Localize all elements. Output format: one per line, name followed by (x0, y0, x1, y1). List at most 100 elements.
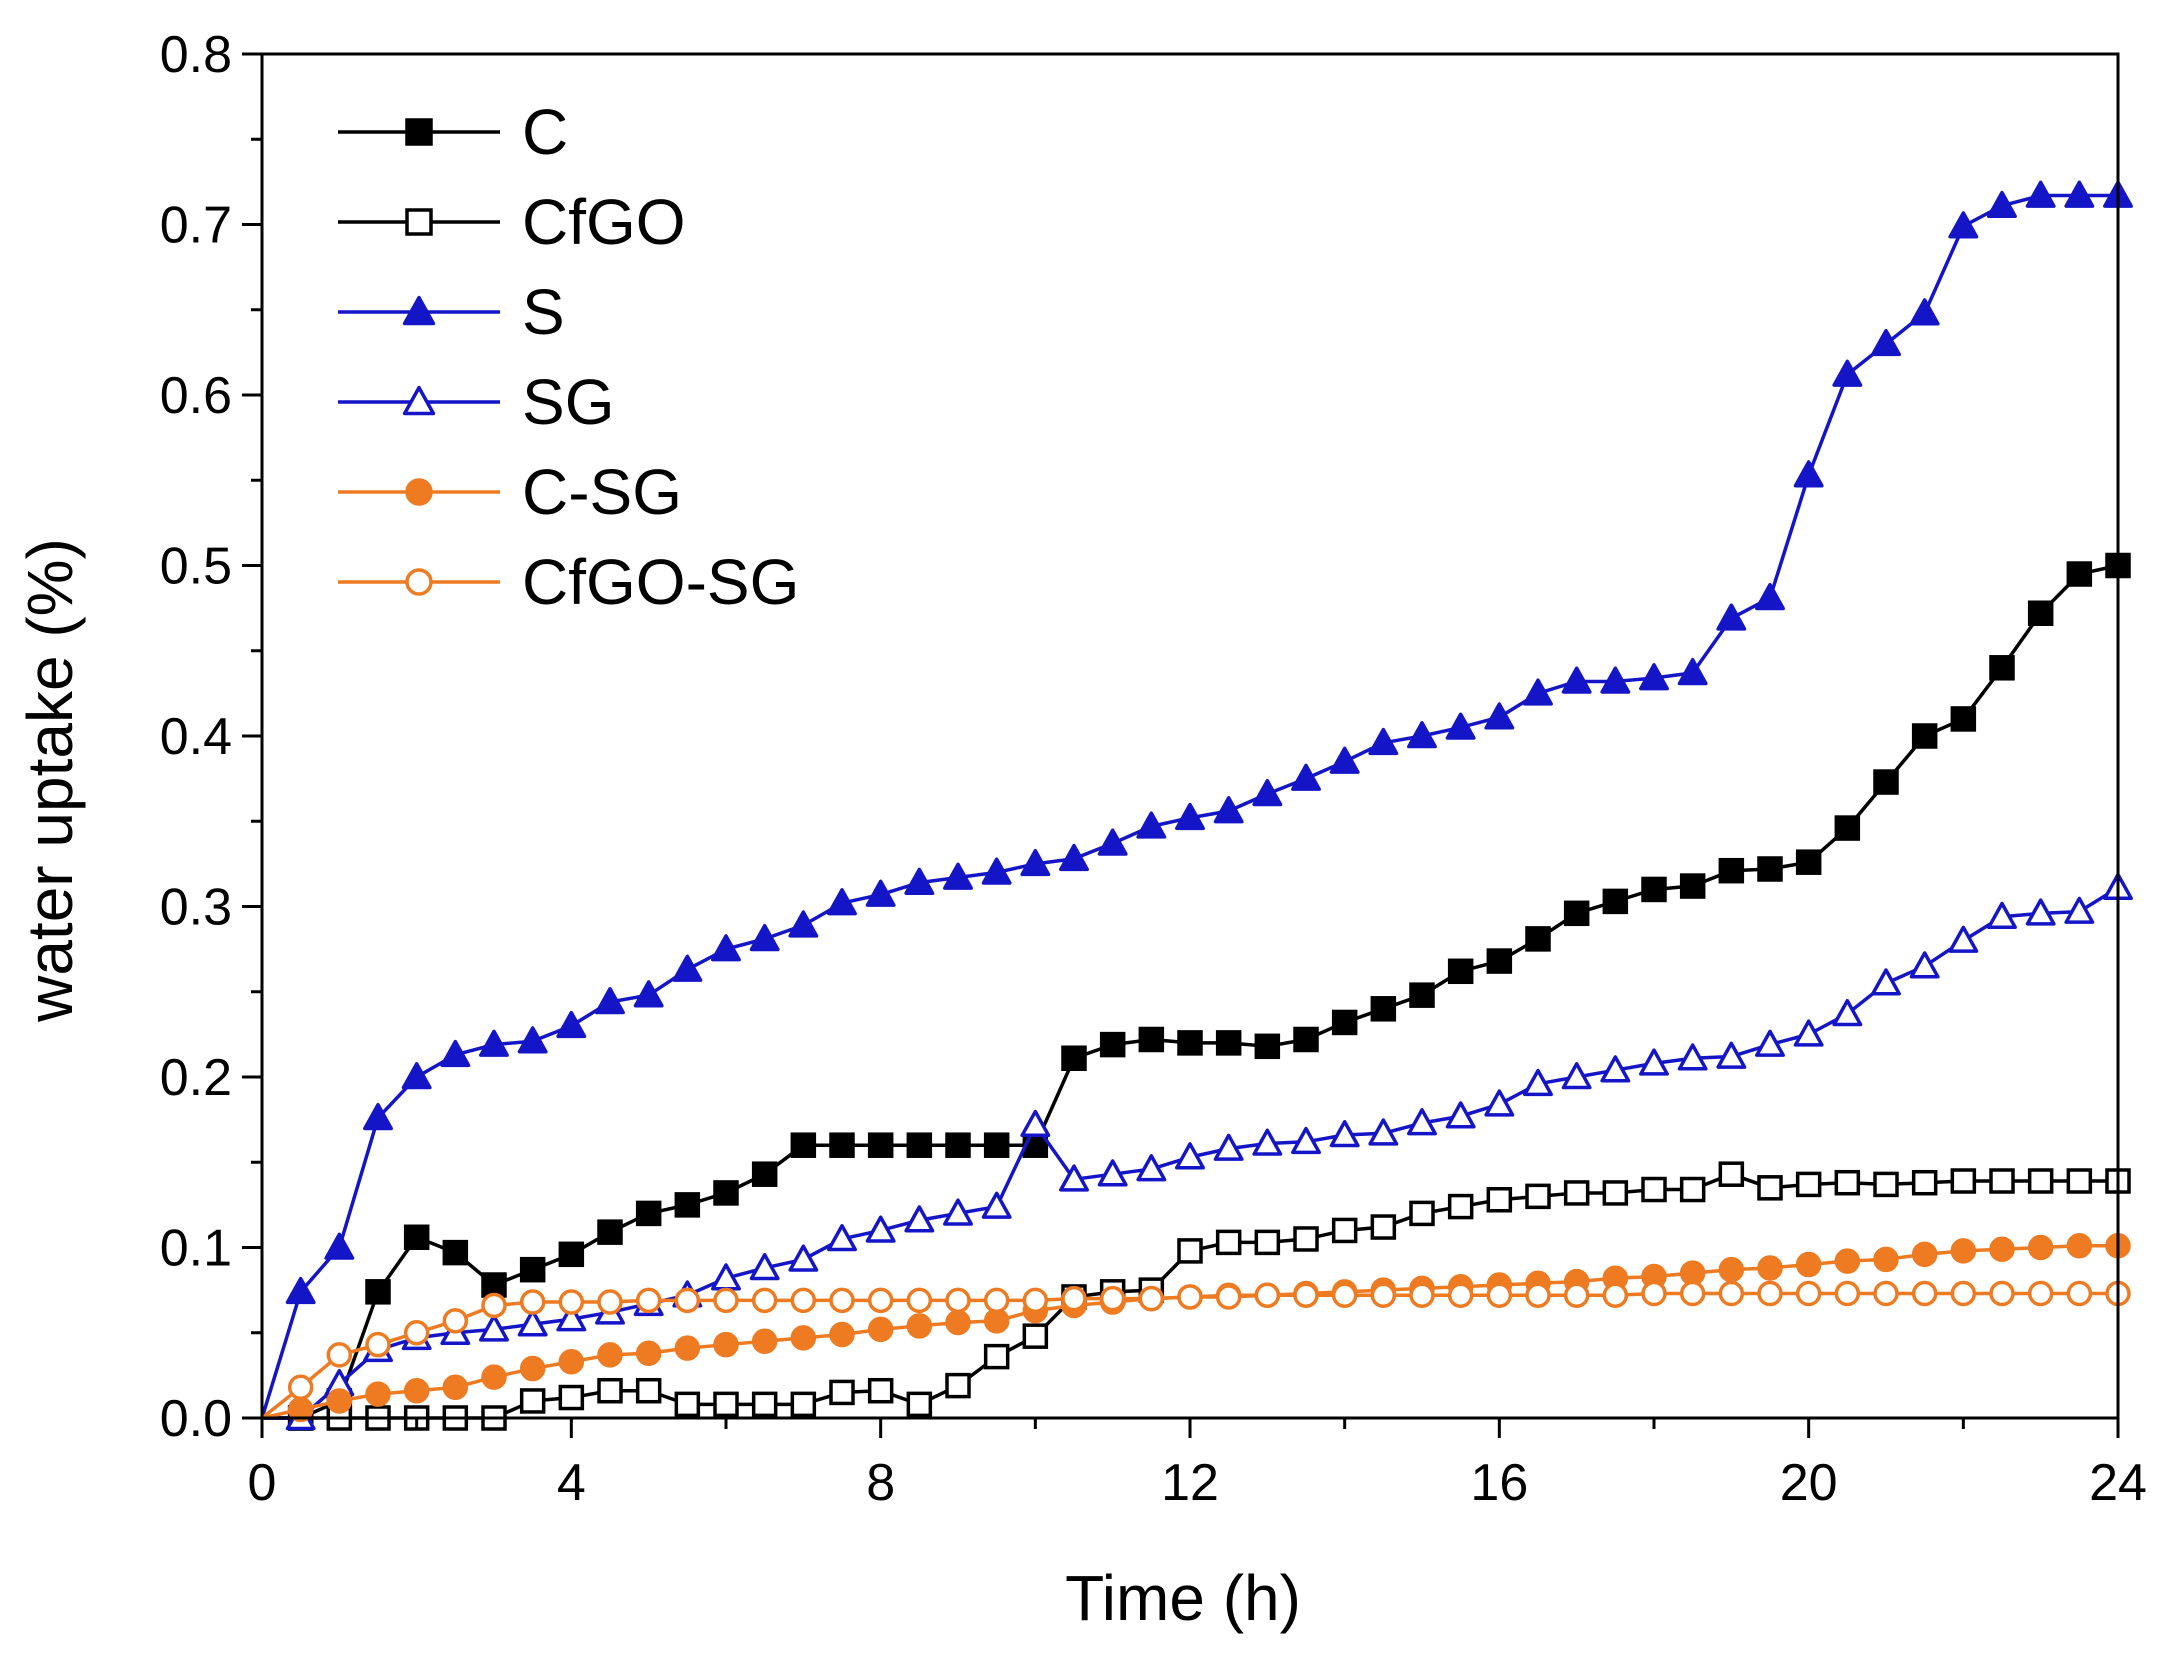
data-point-s (440, 1039, 471, 1068)
data-point-s (943, 862, 973, 890)
data-point-c-sg (1795, 1251, 1822, 1278)
data-point-cfgo (1525, 1183, 1551, 1210)
data-point-cfgo (1989, 1168, 2015, 1194)
data-point-c-sg (945, 1309, 971, 1336)
data-point-cfgo-sg (1215, 1284, 1242, 1310)
data-point-sg (1561, 1062, 1592, 1090)
data-point-c (1177, 1030, 1203, 1056)
data-point-cfgo-sg (1061, 1285, 1087, 1312)
data-point-s (788, 910, 819, 938)
data-point-cfgo-sg (1757, 1280, 1783, 1307)
data-point-s (1677, 657, 1708, 686)
data-point-c-sg (983, 1308, 1010, 1334)
data-point-c-sg (1950, 1238, 1977, 1264)
data-point-s (981, 857, 1012, 885)
data-point-cfgo-sg (1370, 1282, 1397, 1308)
y-tick-label: 0.7 (160, 197, 232, 255)
data-point-s (1329, 746, 1360, 774)
data-point-c (1447, 958, 1474, 985)
y-tick-label: 0.0 (160, 1390, 232, 1448)
data-point-s (556, 1010, 587, 1039)
data-point-sg (1020, 1109, 1051, 1138)
data-point-s (1445, 712, 1476, 740)
x-tick-label: 8 (866, 1454, 895, 1512)
data-point-s (1639, 663, 1669, 691)
data-point-sg (1909, 951, 1940, 979)
data-point-c (403, 1224, 430, 1251)
legend-item-cfgo: CfGO (338, 186, 686, 258)
legend-item-c: C (338, 96, 568, 168)
data-point-cfgo-sg (713, 1287, 739, 1314)
data-point-cfgo (945, 1372, 971, 1399)
data-point-c (1486, 948, 1513, 974)
data-point-c-sg (1757, 1255, 1783, 1281)
data-point-cfgo (790, 1391, 817, 1418)
data-point-cfgo-sg (1138, 1285, 1165, 1312)
data-point-c-sg (597, 1342, 623, 1368)
data-point-cfgo (1177, 1238, 1203, 1264)
data-point-cfgo (1911, 1169, 1938, 1196)
data-point-c (1718, 857, 1745, 884)
data-point-c (481, 1272, 507, 1298)
data-point-c-sg (1873, 1246, 1899, 1273)
data-point-c (674, 1192, 701, 1218)
data-point-c-sg (481, 1364, 507, 1390)
data-point-s (595, 987, 625, 1015)
data-point-sg (2064, 896, 2095, 924)
data-point-sg (517, 1309, 548, 1337)
data-point-c (1525, 926, 1551, 952)
x-axis-title: Time (h) (1065, 1562, 1301, 1634)
data-point-cfgo-sg (1795, 1280, 1822, 1307)
data-point-cfgo (519, 1388, 546, 1414)
data-point-c (867, 1132, 894, 1158)
data-point-cfgo-sg (1177, 1284, 1203, 1310)
data-point-cfgo-sg (519, 1289, 546, 1315)
data-point-s (2025, 180, 2056, 208)
data-point-s (517, 1026, 548, 1054)
data-point-s (1175, 802, 1205, 831)
data-point-c-sg (442, 1374, 469, 1401)
data-point-s (672, 954, 703, 982)
data-point-c (1061, 1045, 1087, 1071)
data-point-s (324, 1232, 355, 1260)
data-point-cfgo-sg (1911, 1280, 1938, 1307)
data-point-cfgo (1447, 1193, 1474, 1220)
data-point-sg (1793, 1019, 1824, 1047)
data-point-c-sg (829, 1321, 855, 1348)
data-point-cfgo (1563, 1180, 1590, 1206)
data-point-cfgo-sg (1409, 1282, 1435, 1308)
data-point-s (1407, 721, 1437, 749)
data-point-c-sg (2027, 1234, 2054, 1261)
legend-label: C (522, 96, 568, 168)
series-group (262, 180, 2133, 1431)
data-point-sg (1136, 1154, 1167, 1182)
legend-label: CfGO-SG (522, 546, 799, 618)
data-point-s (2064, 180, 2095, 208)
legend-marker (405, 208, 433, 236)
data-point-c-sg (365, 1381, 391, 1407)
data-point-sg (1329, 1120, 1360, 1148)
x-tick-label: 12 (1161, 1454, 1219, 1512)
y-tick-label: 0.6 (160, 367, 232, 425)
data-point-cfgo (1254, 1229, 1281, 1256)
data-point-cfgo (1293, 1226, 1319, 1252)
y-tick-label: 0.3 (160, 879, 232, 937)
data-point-c-sg (867, 1316, 894, 1343)
data-point-cfgo (1370, 1214, 1397, 1240)
data-point-sg (1871, 968, 1901, 996)
data-point-sg (556, 1304, 587, 1332)
series-c (262, 552, 2131, 1431)
data-point-c-sg (635, 1340, 662, 1366)
data-point-cfgo (1602, 1180, 1629, 1206)
legend-label: S (522, 276, 565, 348)
legend-item-cfgo-sg: CfGO-SG (338, 546, 799, 618)
legend-label: CfGO (522, 186, 686, 258)
data-point-c (751, 1161, 778, 1187)
data-point-c (1293, 1026, 1319, 1053)
data-point-s (401, 1062, 432, 1090)
data-point-c (713, 1180, 739, 1206)
legend-marker (405, 478, 433, 506)
data-point-cfgo-sg (365, 1331, 391, 1358)
data-point-c-sg (790, 1325, 817, 1351)
